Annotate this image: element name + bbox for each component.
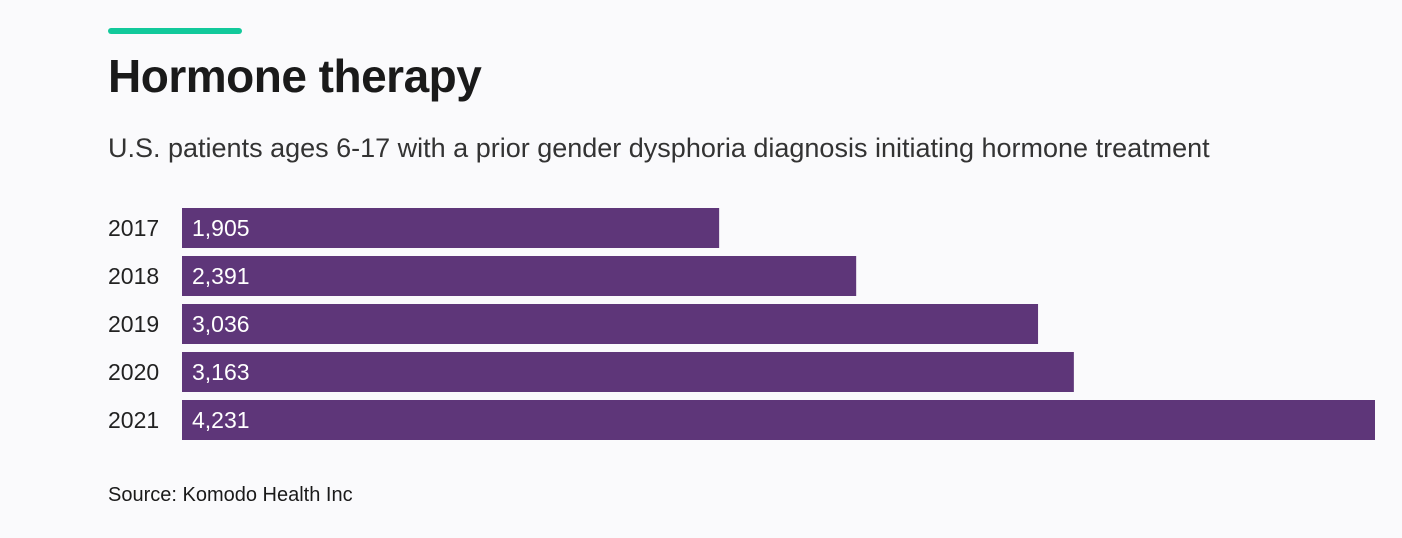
category-label: 2019 [108,311,159,337]
bar-row: 2021 4,231 [108,400,1375,440]
bar-chart: 2017 1,905 2018 2,391 2019 3,036 2020 3,163 2021… [108,208,1375,440]
accent-rule [108,28,242,34]
bar [182,208,720,248]
value-label: 1,905 [192,215,250,241]
value-label: 3,036 [192,311,250,337]
bar [182,256,857,296]
value-label: 4,231 [192,407,250,433]
bar-row: 2017 1,905 [108,208,720,248]
value-label: 3,163 [192,359,250,385]
category-label: 2017 [108,215,159,241]
bar [182,352,1074,392]
bar-row: 2020 3,163 [108,352,1074,392]
bar-row: 2018 2,391 [108,256,857,296]
chart-subtitle: U.S. patients ages 6-17 with a prior gen… [108,133,1210,163]
value-label: 2,391 [192,263,250,289]
category-label: 2020 [108,359,159,385]
category-label: 2021 [108,407,159,433]
source-note: Source: Komodo Health Inc [108,484,353,506]
bar [182,304,1039,344]
category-label: 2018 [108,263,159,289]
bar-row: 2019 3,036 [108,304,1039,344]
chart-title: Hormone therapy [108,50,482,102]
bar [182,400,1375,440]
